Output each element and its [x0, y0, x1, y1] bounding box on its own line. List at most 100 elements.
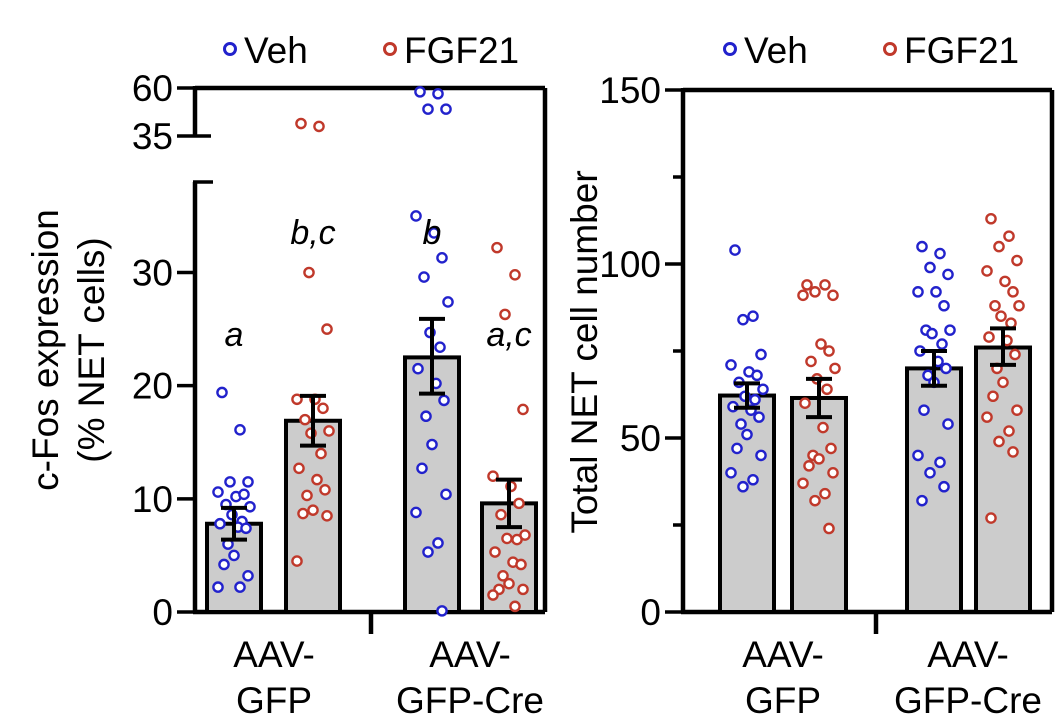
data-point [725, 359, 737, 371]
legend-label-fgf21: FGF21 [404, 30, 519, 71]
data-point [797, 477, 809, 490]
y-axis-label: Total NET cell number [564, 170, 605, 533]
data-point [311, 473, 323, 486]
data-point [487, 589, 499, 601]
right-axes: 0 50 100 150 [599, 70, 1055, 634]
data-point [912, 449, 924, 462]
data-point [938, 299, 950, 312]
bars-panel-1 [718, 212, 1032, 615]
data-point [224, 476, 236, 488]
data-point [930, 286, 942, 298]
data-point [497, 569, 509, 582]
bar-veh [905, 366, 963, 614]
data-point [426, 438, 438, 451]
data-point [436, 605, 448, 617]
data-point [416, 462, 428, 475]
data-point [924, 466, 936, 479]
data-point [916, 240, 928, 253]
data-point [801, 279, 813, 291]
data-point [218, 558, 230, 571]
data-point [993, 240, 1005, 253]
points-fgf21 [981, 212, 1025, 524]
data-point [823, 345, 835, 357]
legend-marker-veh [223, 42, 237, 56]
data-point [1007, 286, 1019, 298]
significance-letter: b,c [290, 214, 335, 252]
data-point [805, 355, 817, 368]
data-point [747, 310, 759, 323]
y-tick-label: 0 [640, 592, 661, 633]
data-point [813, 453, 825, 465]
y-tick-label: 20 [132, 366, 173, 407]
data-point [809, 494, 821, 507]
data-point [987, 390, 999, 403]
data-point [737, 480, 749, 493]
y-tick-label: 30 [132, 253, 173, 294]
data-point [936, 338, 948, 350]
data-point [981, 265, 993, 277]
data-point [432, 537, 444, 549]
data-point [432, 87, 444, 100]
data-point [912, 286, 924, 298]
data-point [944, 324, 956, 336]
data-point [731, 442, 743, 455]
group-label: GFP [236, 680, 312, 721]
y-axis-label-line: c-Fos expression [25, 209, 66, 491]
data-point [434, 341, 446, 354]
data-point [511, 533, 523, 546]
data-point [509, 600, 521, 613]
data-point [737, 313, 749, 326]
y-tick-label: 35 [132, 116, 173, 157]
bar-fgf21 [974, 345, 1032, 614]
data-point [985, 512, 997, 524]
data-point [303, 266, 315, 279]
data-point [926, 327, 938, 340]
data-point [803, 460, 815, 472]
data-point [819, 279, 831, 291]
data-point [307, 504, 319, 516]
y-axis-label-line: (% NET cells) [71, 237, 112, 462]
data-point [981, 411, 993, 423]
data-point [819, 487, 831, 500]
data-point [438, 394, 450, 407]
data-point [942, 268, 954, 281]
data-point [234, 424, 246, 436]
data-point [293, 462, 305, 475]
legend-marker-veh [723, 42, 737, 56]
data-point [299, 413, 311, 426]
legend-label-veh: Veh [244, 30, 308, 71]
data-point [515, 558, 527, 571]
data-point [422, 546, 434, 558]
data-point [1007, 446, 1019, 458]
bars-panel-0: a b,c b a,c [205, 86, 538, 617]
data-point [428, 227, 440, 239]
data-point [983, 331, 995, 343]
data-point [234, 581, 246, 593]
data-point [517, 583, 529, 596]
data-point [240, 522, 252, 535]
data-point [301, 489, 313, 502]
data-point [749, 393, 761, 406]
y-tick-label: 10 [132, 479, 173, 520]
y-tick-label: 0 [152, 592, 173, 633]
bar-veh [718, 393, 776, 614]
data-point [503, 577, 515, 590]
data-point [755, 348, 767, 361]
data-point [212, 581, 224, 593]
data-point [321, 510, 333, 522]
data-point [489, 546, 501, 558]
points-veh [410, 86, 454, 617]
significance-letter: a [225, 316, 244, 354]
y-axis-label: c-Fos expression (% NET cells) [25, 209, 112, 491]
data-point [934, 456, 946, 469]
data-point [499, 308, 511, 321]
data-point [741, 428, 753, 441]
data-point [995, 310, 1007, 323]
data-point [827, 466, 839, 479]
data-point [1009, 348, 1021, 361]
data-point [291, 393, 303, 406]
data-point [422, 103, 434, 115]
data-point [410, 210, 422, 222]
data-point [313, 120, 325, 133]
